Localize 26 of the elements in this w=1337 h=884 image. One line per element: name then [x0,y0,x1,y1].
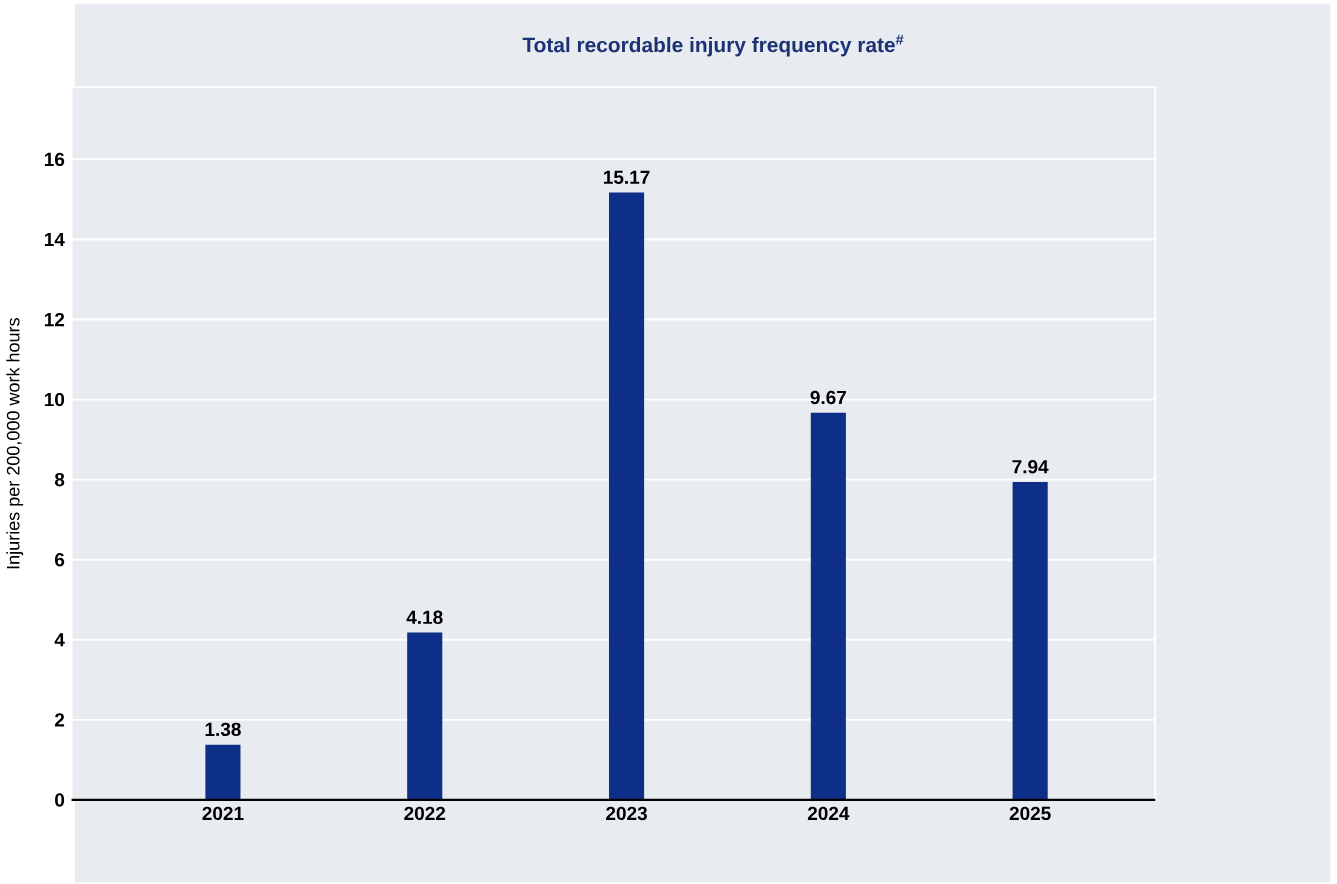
data-label: 4.18 [406,610,443,624]
y-axis-title: Injuries per 200,000 work hours [6,317,24,569]
y-tick-label: 4 [54,633,65,647]
x-tick-label: 2022 [404,806,446,820]
y-tick-label: 10 [44,392,65,407]
x-tick-label: 2023 [606,806,647,820]
x-tick-label: 2025 [1009,806,1051,820]
bar [608,192,645,800]
data-label: 7.94 [1012,459,1049,474]
y-tick-label: 12 [44,312,65,326]
y-tick-label: 6 [54,552,65,567]
y-tick-label: 16 [44,152,65,166]
y-tick-label: 2 [54,713,65,727]
x-tick-label: 2024 [807,806,850,820]
chart-title: Total recordable injury frequency rate$^{#}$ [522,34,904,57]
data-label: 9.67 [810,390,846,404]
bar [407,632,443,800]
data-label: 1.38 [205,722,241,736]
bar [810,412,846,800]
y-tick-label: 14 [44,232,65,246]
y-tick-label: 8 [54,472,65,487]
x-tick-label: 2021 [202,806,244,820]
bar [1012,481,1048,800]
bar [205,744,241,800]
data-label: 15.17 [603,170,650,184]
y-tick-label: 0 [55,793,65,807]
